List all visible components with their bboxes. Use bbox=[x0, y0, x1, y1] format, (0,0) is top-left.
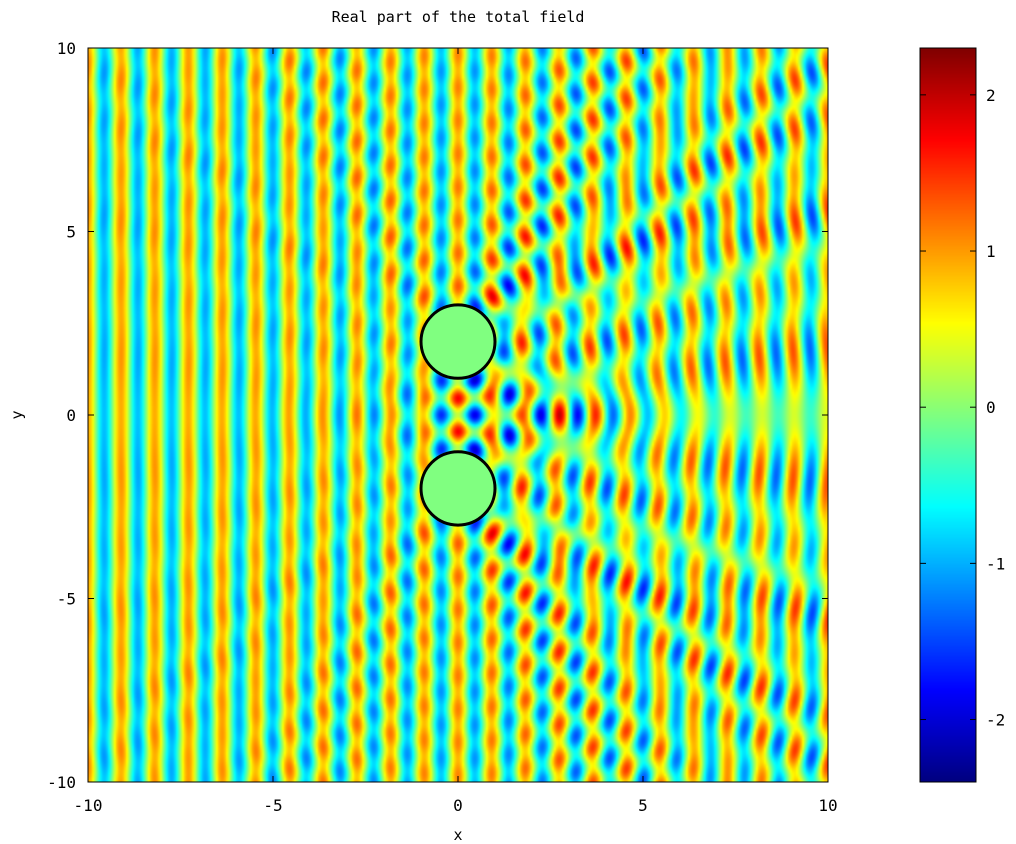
x-tick-label: 5 bbox=[638, 796, 648, 815]
x-tick-label: 10 bbox=[818, 796, 837, 815]
axes: -10 -5 0 5 10 -10 -5 0 5 10 bbox=[47, 39, 838, 815]
plot-frame bbox=[87, 47, 829, 783]
scatterers bbox=[419, 303, 497, 527]
colorbar-tick-label: -2 bbox=[986, 711, 1005, 730]
scatterer-circle-1 bbox=[419, 303, 497, 380]
x-tick-label: 0 bbox=[453, 796, 463, 815]
y-tick-label: 10 bbox=[57, 39, 76, 58]
y-tick-label: -5 bbox=[57, 590, 76, 609]
y-tick-label: -10 bbox=[47, 773, 76, 792]
colorbar-tick-label: -1 bbox=[986, 554, 1005, 573]
scatterer-circle-2 bbox=[419, 450, 497, 527]
y-axis-label: y bbox=[8, 410, 26, 419]
field-heatmap bbox=[88, 48, 828, 782]
colorbar-frame bbox=[919, 47, 977, 783]
chart-title: Real part of the total field bbox=[332, 8, 585, 26]
colorbar-tick-label: 2 bbox=[986, 86, 996, 105]
x-tick-label: -5 bbox=[263, 796, 282, 815]
colorbar-tick-label: 1 bbox=[986, 242, 996, 261]
field-image bbox=[88, 48, 828, 782]
colorbar-axis: -2 -1 0 1 2 bbox=[919, 47, 1005, 783]
y-tick-label: 5 bbox=[66, 223, 76, 242]
x-axis-label: x bbox=[453, 826, 462, 844]
colorbar bbox=[920, 48, 976, 782]
colorbar-gradient bbox=[920, 48, 976, 782]
x-tick-label: -10 bbox=[74, 796, 103, 815]
colorbar-tick-label: 0 bbox=[986, 398, 996, 417]
y-tick-label: 0 bbox=[66, 406, 76, 425]
